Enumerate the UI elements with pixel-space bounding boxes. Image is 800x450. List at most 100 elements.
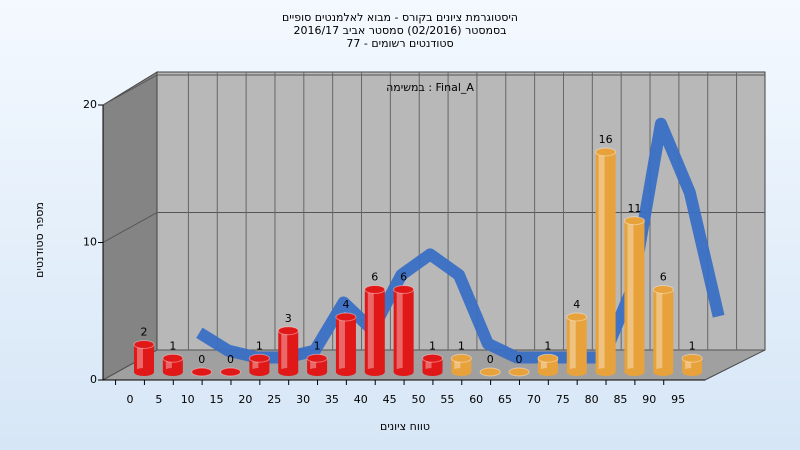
bar-top [220, 367, 242, 377]
data-label: 0 [487, 353, 494, 366]
bar-top [566, 312, 588, 322]
bar [134, 344, 154, 372]
data-label: 0 [227, 353, 234, 366]
bar-top [393, 285, 415, 294]
data-label: 1 [689, 339, 696, 352]
bar-shade [165, 358, 172, 372]
data-label: 4 [342, 298, 349, 311]
y-tick-label: 10 [83, 236, 97, 249]
x-axis-label: טווח ציונים [380, 420, 430, 433]
bar-top [306, 353, 328, 363]
bar [364, 289, 385, 372]
data-label: 0 [516, 353, 523, 366]
bar-top [479, 367, 501, 377]
x-tick-label: 45 [383, 393, 397, 406]
subtitle: במשימה : Final_A [386, 81, 474, 94]
bar-base [393, 368, 414, 376]
bar-top [335, 312, 357, 322]
data-label: 6 [660, 271, 667, 284]
bar-top [623, 216, 645, 226]
left-wall [102, 71, 158, 381]
bar-base [422, 368, 443, 376]
y-tick-label: 20 [83, 98, 97, 111]
bar-top [133, 340, 155, 349]
bar-base [653, 368, 674, 376]
x-tick-label: 5 [155, 393, 162, 406]
x-tick-label: 50 [412, 393, 426, 406]
bar [624, 220, 645, 372]
bar-shade [425, 358, 432, 372]
bar-base [249, 368, 270, 376]
x-tick-label: 75 [556, 393, 570, 406]
bar-top [652, 285, 674, 294]
bar [595, 152, 616, 372]
bar-top [450, 353, 472, 363]
bar-top [508, 367, 530, 377]
x-tick-label: 95 [671, 393, 685, 406]
x-tick-label: 60 [469, 393, 483, 406]
chart-title: בסמסטר (02/2016) סמסטר אביב 2016/17 [293, 24, 506, 37]
x-tick-label: 30 [296, 393, 310, 406]
bar-top [191, 367, 213, 377]
bar-shade [656, 289, 663, 372]
chart-title: סטודנטים רשומים - 77 [346, 37, 453, 50]
bar-shade [137, 344, 143, 372]
y-tick-label: 0 [90, 373, 97, 386]
bar-base [307, 368, 328, 376]
bar [335, 317, 356, 372]
bar-base [537, 368, 558, 376]
data-label: 1 [169, 339, 176, 352]
bar-shade [569, 317, 576, 372]
data-label: 2 [141, 326, 148, 339]
bar-shade [540, 358, 547, 372]
bar-shade [310, 358, 317, 372]
grid-line [102, 74, 158, 106]
bar-shade [598, 152, 605, 372]
bar-top [248, 353, 270, 363]
back-wall [156, 71, 766, 351]
data-label: 1 [429, 339, 436, 352]
x-tick-label: 25 [267, 393, 281, 406]
x-tick-label: 15 [210, 393, 224, 406]
x-tick-label: 80 [585, 393, 599, 406]
data-label: 1 [314, 339, 321, 352]
data-label: 4 [573, 298, 580, 311]
data-label: 1 [256, 339, 263, 352]
y-axis-label: מספר סטודנטים [33, 202, 46, 278]
data-label: 0 [198, 353, 205, 366]
bar-top [277, 326, 299, 336]
bar-top [364, 285, 386, 294]
bar-top [422, 353, 443, 363]
bar-base [364, 368, 385, 376]
bar [278, 330, 299, 372]
bar-shade [367, 289, 374, 372]
x-tick-label: 10 [181, 393, 195, 406]
bar-base [682, 368, 703, 376]
bar-base [566, 368, 587, 376]
bar-base [451, 368, 472, 376]
data-label: 6 [400, 271, 407, 284]
x-tick-label: 40 [354, 393, 368, 406]
grid-line [102, 212, 158, 243]
data-label: 1 [458, 339, 465, 352]
bar-base [335, 368, 356, 376]
bar-shade [685, 358, 692, 372]
bar-shade [454, 358, 461, 372]
data-label: 16 [599, 133, 613, 146]
bar-shade [396, 289, 403, 372]
x-tick-label: 20 [238, 393, 252, 406]
bar-base [162, 368, 183, 376]
bar-top [162, 353, 184, 363]
x-tick-label: 65 [498, 393, 512, 406]
data-label: 1 [544, 339, 551, 352]
bar-base [595, 368, 616, 376]
data-label: 3 [285, 312, 292, 325]
bar-top [681, 353, 703, 363]
bar-shade [338, 317, 345, 372]
bar-base [624, 368, 645, 376]
bar-shade [281, 330, 288, 372]
bar-base [134, 368, 154, 376]
x-tick-label: 55 [440, 393, 454, 406]
bar-shade [627, 220, 634, 372]
